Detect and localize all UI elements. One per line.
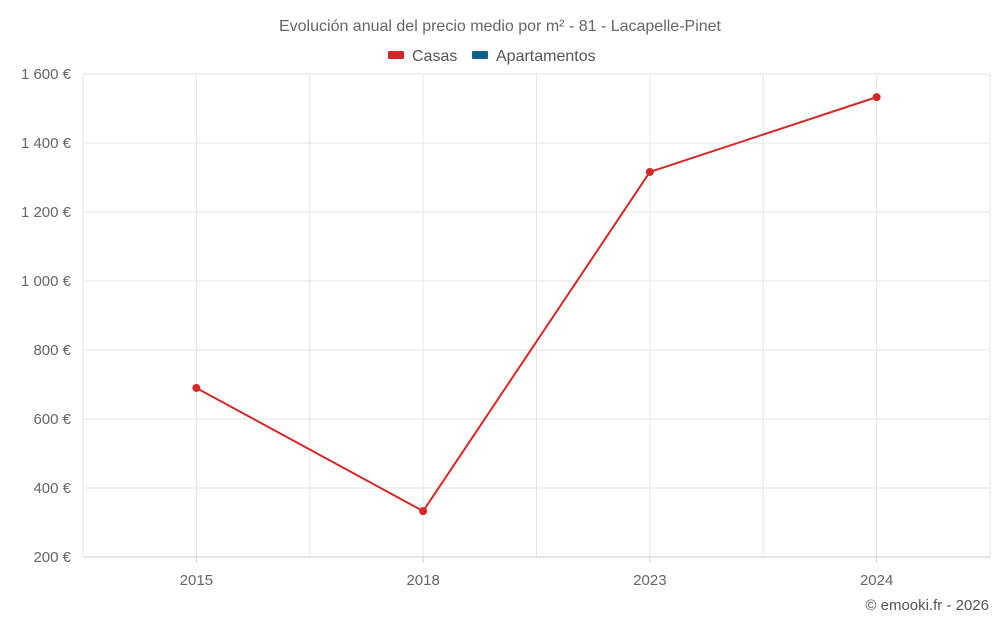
legend: Casas Apartamentos [388, 48, 596, 65]
series-line-casas [195, 96, 877, 513]
legend-item-apartamentos[interactable]: Apartamentos [472, 48, 596, 65]
y-tick-label: 1 400 € [21, 135, 72, 152]
y-tick-label: 800 € [33, 342, 71, 359]
x-axis-labels: 2015 2018 2023 2024 [180, 572, 894, 589]
legend-swatch-casas [388, 51, 404, 59]
y-axis-labels: 200 € 400 € 600 € 800 € 1 000 € 1 200 € 1 400 … [21, 66, 72, 566]
legend-item-casas[interactable]: Casas [388, 48, 457, 65]
y-tick-label: 1 000 € [21, 273, 72, 290]
x-tick-label: 2015 [180, 572, 213, 589]
series-layer [192, 93, 881, 516]
chart-title: Evolución anual del precio medio por m² … [279, 18, 722, 35]
legend-label-apartamentos: Apartamentos [496, 48, 596, 65]
chart-grid [82, 73, 991, 557]
x-tick-label: 2024 [860, 572, 893, 589]
x-tick-label: 2023 [633, 572, 666, 589]
y-tick-label: 200 € [33, 549, 71, 566]
data-point-casas[interactable] [419, 507, 428, 516]
legend-label-casas: Casas [412, 48, 457, 65]
x-tick-label: 2018 [406, 572, 439, 589]
legend-swatch-apartamentos [472, 51, 488, 59]
y-tick-label: 1 600 € [21, 66, 72, 83]
data-point-casas[interactable] [645, 167, 654, 176]
y-tick-label: 600 € [33, 411, 71, 428]
chart-axes [83, 556, 990, 563]
data-point-casas[interactable] [192, 383, 201, 392]
y-tick-label: 400 € [33, 480, 71, 497]
data-point-casas[interactable] [872, 93, 881, 102]
credit-text: © emooki.fr - 2026 [865, 597, 989, 614]
y-tick-label: 1 200 € [21, 204, 72, 221]
